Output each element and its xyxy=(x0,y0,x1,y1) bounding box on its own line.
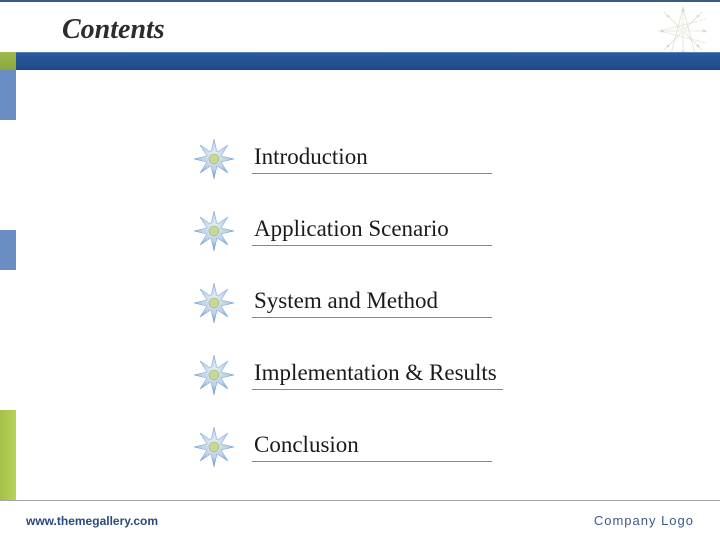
snowflake-icon xyxy=(190,279,238,327)
item-underline: Conclusion xyxy=(252,432,492,462)
header-blue-bar xyxy=(16,52,720,70)
snowflake-icon xyxy=(190,423,238,471)
title-area: Contents xyxy=(62,14,165,46)
item-label: System and Method xyxy=(254,288,438,313)
starburst-decoration xyxy=(658,6,708,56)
left-accent-strip xyxy=(0,70,16,500)
item-underline: Introduction xyxy=(252,144,492,174)
contents-list: Introduction Application Scenario xyxy=(190,135,660,495)
item-label: Application Scenario xyxy=(254,216,449,241)
list-item: Introduction xyxy=(190,135,660,183)
item-underline: Implementation & Results xyxy=(252,360,503,390)
top-border xyxy=(0,0,720,2)
list-item: Conclusion xyxy=(190,423,660,471)
item-label: Implementation & Results xyxy=(254,360,497,385)
footer-url: www.themegallery.com xyxy=(26,514,158,528)
item-label: Conclusion xyxy=(254,432,359,457)
footer-logo-text: Company Logo xyxy=(594,513,694,528)
snowflake-icon xyxy=(190,351,238,399)
list-item: System and Method xyxy=(190,279,660,327)
item-underline: System and Method xyxy=(252,288,492,318)
list-item: Implementation & Results xyxy=(190,351,660,399)
snowflake-icon xyxy=(190,135,238,183)
item-label: Introduction xyxy=(254,144,368,169)
snowflake-icon xyxy=(190,207,238,255)
page-title: Contents xyxy=(62,14,165,46)
list-item: Application Scenario xyxy=(190,207,660,255)
header-green-accent xyxy=(0,52,16,70)
footer: www.themegallery.com Company Logo xyxy=(0,500,720,540)
item-underline: Application Scenario xyxy=(252,216,492,246)
